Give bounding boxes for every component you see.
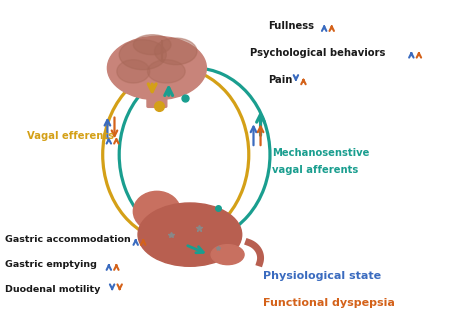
Text: Fullness: Fullness — [268, 22, 314, 31]
Text: Pain: Pain — [268, 75, 292, 85]
Ellipse shape — [133, 191, 181, 231]
Text: Psychological behaviors: Psychological behaviors — [250, 48, 385, 58]
Ellipse shape — [108, 36, 206, 100]
Text: Physiological state: Physiological state — [263, 271, 381, 281]
Ellipse shape — [155, 38, 197, 65]
Text: vagal afferents: vagal afferents — [273, 165, 359, 175]
Ellipse shape — [117, 60, 150, 83]
Ellipse shape — [138, 203, 242, 266]
Text: Gastric accommodation: Gastric accommodation — [5, 235, 131, 244]
Ellipse shape — [147, 60, 185, 83]
Text: Vagal efferents: Vagal efferents — [27, 131, 114, 141]
Ellipse shape — [133, 35, 171, 55]
Text: Functional dyspepsia: Functional dyspepsia — [263, 298, 395, 308]
Ellipse shape — [119, 40, 166, 70]
Text: Mechanosenstive: Mechanosenstive — [273, 148, 370, 158]
Text: Duodenal motility: Duodenal motility — [5, 285, 100, 294]
FancyBboxPatch shape — [147, 87, 167, 108]
Text: Gastric emptying: Gastric emptying — [5, 260, 97, 269]
Ellipse shape — [211, 245, 244, 265]
